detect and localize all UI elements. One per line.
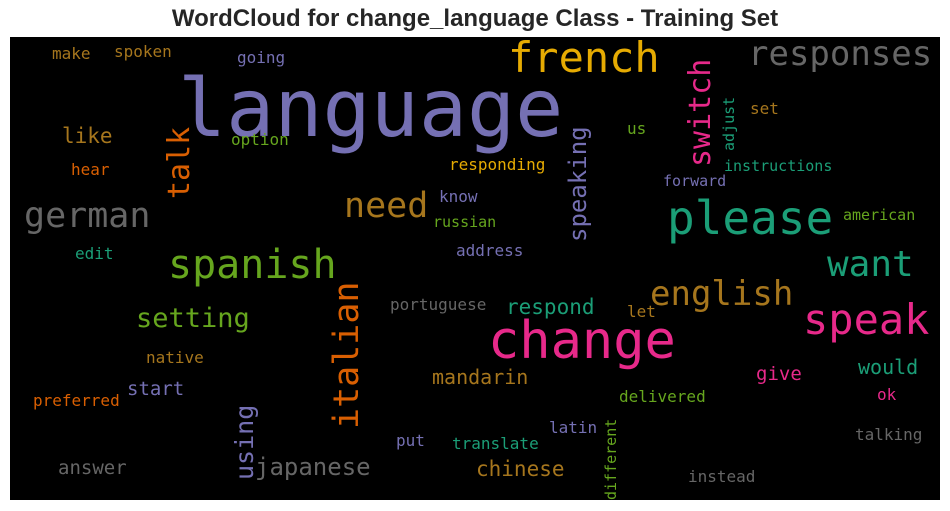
- word-start: start: [127, 378, 185, 400]
- word-setting: setting: [136, 303, 250, 334]
- word-adjust: adjust: [720, 96, 738, 151]
- word-option: option: [231, 130, 289, 149]
- word-french: french: [508, 37, 660, 82]
- word-american: american: [843, 206, 916, 224]
- word-like: like: [62, 124, 113, 148]
- word-want: want: [827, 244, 914, 285]
- word-instead: instead: [688, 467, 756, 486]
- word-need: need: [344, 186, 429, 226]
- word-delivered: delivered: [619, 387, 706, 406]
- word-translate: translate: [452, 434, 539, 453]
- word-language: language: [178, 62, 564, 155]
- word-make: make: [52, 44, 91, 63]
- chart-title: WordCloud for change_language Class - Tr…: [171, 5, 779, 32]
- word-hear: hear: [71, 160, 110, 179]
- word-going: going: [237, 48, 286, 67]
- word-address: address: [456, 241, 524, 260]
- word-russian: russian: [433, 213, 497, 231]
- word-german: german: [24, 196, 151, 236]
- word-chinese: chinese: [476, 457, 565, 481]
- word-italian: italian: [327, 281, 367, 429]
- word-spoken: spoken: [114, 42, 172, 61]
- word-edit: edit: [75, 244, 114, 263]
- word-instructions: instructions: [724, 157, 833, 175]
- word-give: give: [756, 363, 802, 385]
- word-ok: ok: [877, 385, 897, 404]
- word-change: change: [488, 311, 676, 371]
- word-japanese: japanese: [255, 453, 371, 481]
- word-latin: latin: [549, 418, 598, 437]
- word-let: let: [627, 302, 656, 321]
- word-responding: responding: [449, 155, 546, 174]
- word-please: please: [667, 191, 834, 245]
- word-talk: talk: [162, 126, 197, 199]
- word-speaking: speaking: [564, 126, 592, 242]
- word-using: using: [230, 404, 259, 480]
- word-answer: answer: [58, 457, 127, 479]
- word-cloud-canvas: language change french responses please …: [10, 37, 940, 500]
- word-speak: speak: [803, 295, 930, 344]
- word-put: put: [396, 431, 425, 450]
- word-preferred: preferred: [33, 391, 120, 410]
- word-switch: switch: [683, 58, 718, 167]
- word-english: english: [650, 274, 794, 314]
- word-native: native: [146, 348, 204, 367]
- word-forward: forward: [663, 172, 727, 190]
- word-us: us: [627, 119, 647, 138]
- word-talking: talking: [855, 425, 923, 444]
- word-would: would: [858, 355, 919, 379]
- word-set: set: [750, 99, 779, 118]
- word-know: know: [439, 187, 478, 206]
- word-portuguese: portuguese: [390, 295, 487, 314]
- word-responses: responses: [748, 37, 933, 74]
- word-respond: respond: [506, 295, 595, 319]
- word-mandarin: mandarin: [432, 365, 529, 389]
- word-different: different: [602, 418, 620, 500]
- word-spanish: spanish: [168, 242, 337, 288]
